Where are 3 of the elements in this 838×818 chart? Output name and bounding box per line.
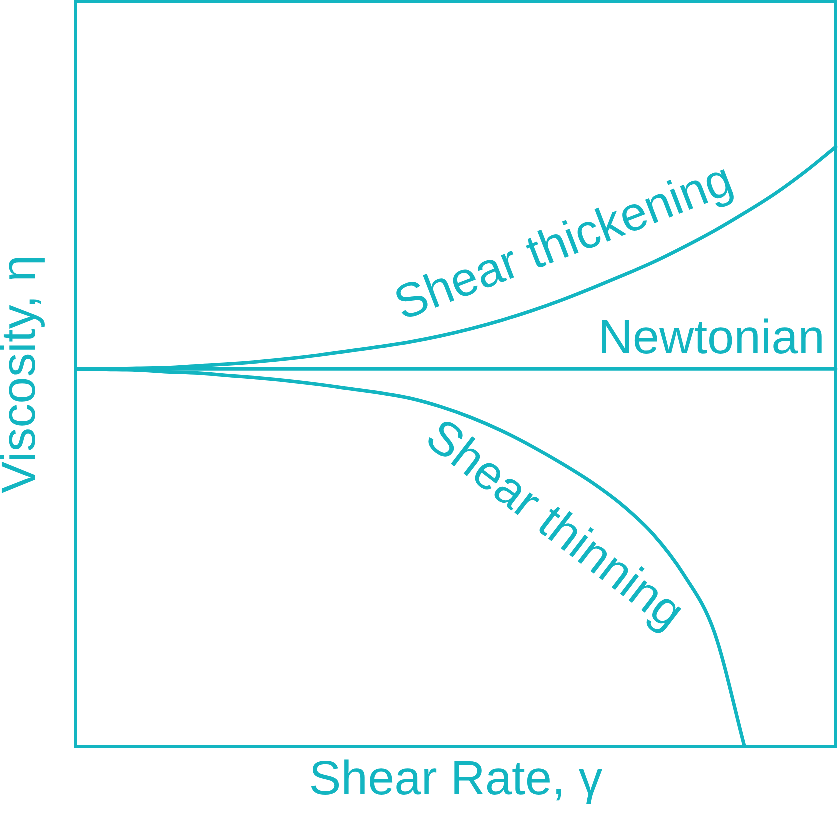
x-axis-title: Shear Rate, γ [309,752,603,806]
y-axis-title: Viscosity, η [0,255,46,494]
series-label: Newtonian [598,311,825,364]
